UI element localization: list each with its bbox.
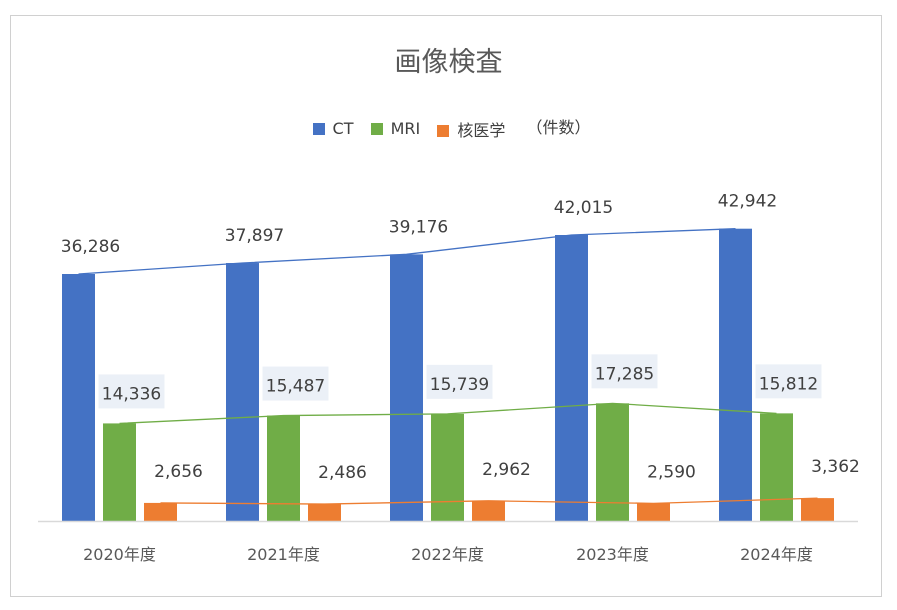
data-label-mri-0: 14,336 <box>102 384 161 404</box>
trendline-nuclear <box>160 497 818 505</box>
data-label-nuclear-4: 3,362 <box>811 457 860 477</box>
data-label-mri-3: 17,285 <box>595 364 654 384</box>
bar-nuclear-4 <box>801 498 834 521</box>
data-label-ct-1: 37,897 <box>225 226 284 246</box>
bar-mri-4 <box>760 413 793 521</box>
data-label-ct-2: 39,176 <box>389 217 448 237</box>
bar-ct-3 <box>555 235 588 521</box>
bar-nuclear-3 <box>637 503 670 521</box>
category-label-4: 2024年度 <box>740 545 813 564</box>
legend-unit-note: （件数） <box>526 118 591 137</box>
trendline-ct <box>78 228 736 275</box>
legend-swatch-ct <box>312 123 325 135</box>
category-label-3: 2023年度 <box>576 545 649 564</box>
legend-label-mri: MRI <box>390 119 421 138</box>
trendline-mri <box>119 402 777 425</box>
bar-mri-3 <box>596 403 629 521</box>
data-label-nuclear-1: 2,486 <box>318 463 367 483</box>
data-label-mri-1: 15,487 <box>266 377 325 397</box>
legend-swatch-nuclear <box>437 124 450 137</box>
legend-swatch-mri <box>370 123 383 135</box>
legend-item-mri: MRI <box>370 119 421 138</box>
chart-legend: CT MRI 核医学 （件数） <box>0 114 897 141</box>
data-label-nuclear-0: 2,656 <box>154 462 203 482</box>
bar-ct-2 <box>390 254 423 521</box>
category-label-2: 2022年度 <box>411 545 484 564</box>
data-label-ct-4: 42,942 <box>718 192 777 212</box>
bar-mri-0 <box>103 423 136 521</box>
data-label-mri-4: 15,812 <box>759 374 818 394</box>
data-label-nuclear-2: 2,962 <box>482 460 531 480</box>
legend-label-nuclear: 核医学 <box>457 120 506 140</box>
bar-mri-1 <box>267 415 300 521</box>
legend-label-ct: CT <box>332 119 354 138</box>
data-label-nuclear-3: 2,590 <box>647 462 696 482</box>
data-label-ct-0: 36,286 <box>61 237 120 257</box>
data-label-mri-2: 15,739 <box>430 375 489 395</box>
bar-mri-2 <box>431 413 464 521</box>
data-label-ct-3: 42,015 <box>554 198 613 218</box>
data-label-bg-mri-4 <box>755 364 822 399</box>
category-label-0: 2020年度 <box>83 545 156 564</box>
bar-ct-4 <box>719 228 752 521</box>
bar-nuclear-0 <box>144 502 177 521</box>
bar-ct-0 <box>62 274 95 521</box>
data-label-bg-mri-0 <box>98 374 165 409</box>
bar-nuclear-1 <box>308 504 341 521</box>
legend-item-ct: CT <box>312 119 354 138</box>
chart-frame <box>10 15 882 597</box>
chart-title: 画像検査 <box>394 47 503 78</box>
category-label-1: 2021年度 <box>247 545 320 564</box>
bar-nuclear-2 <box>472 500 505 521</box>
data-label-bg-mri-2 <box>426 364 493 399</box>
data-label-bg-mri-3 <box>591 354 658 389</box>
data-label-bg-mri-1 <box>262 366 329 401</box>
bar-ct-1 <box>226 263 259 521</box>
legend-item-nuclear: 核医学 <box>437 117 505 141</box>
